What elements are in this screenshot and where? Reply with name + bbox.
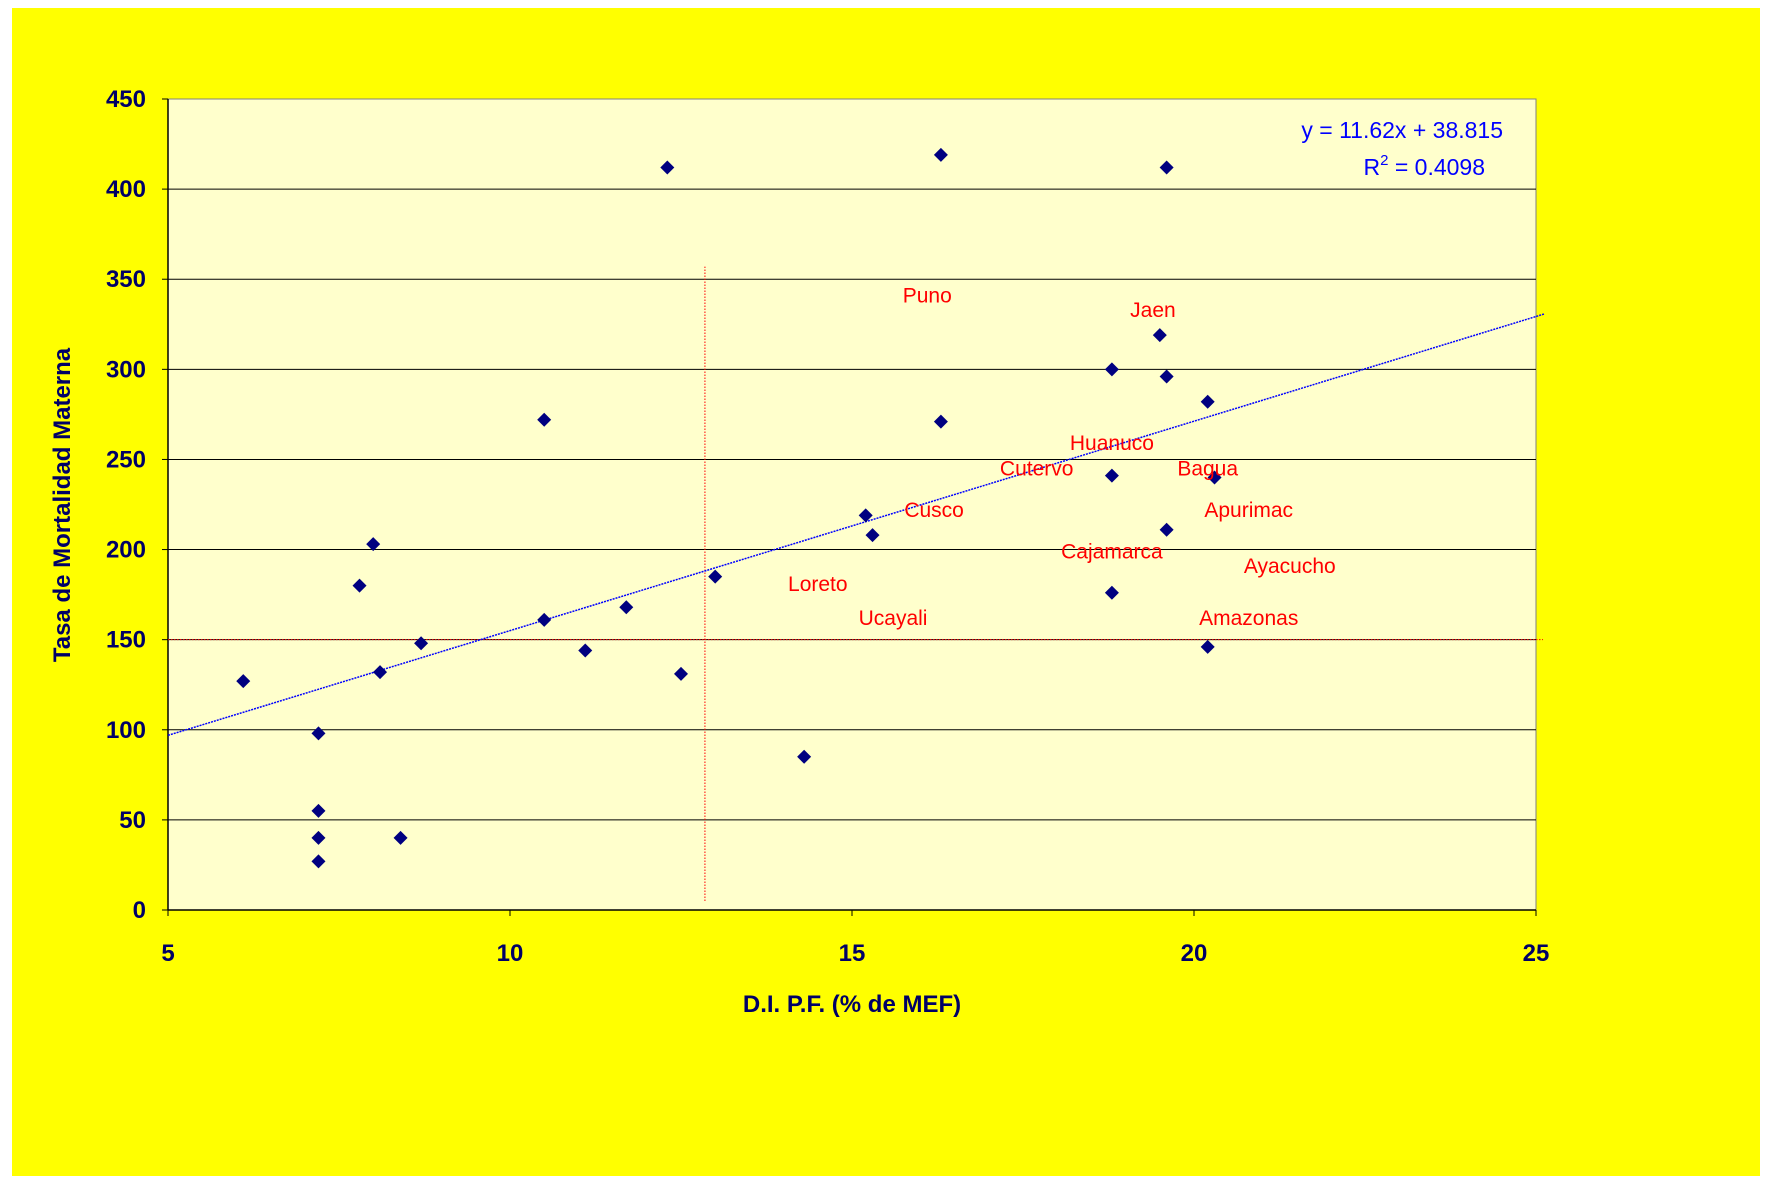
annotation-label: Huanuco — [1070, 432, 1154, 455]
x-tick-labels: 5 10 15 20 25 — [161, 940, 1549, 967]
data-point — [1200, 394, 1215, 409]
y-tick-label: 50 — [119, 807, 146, 834]
plot-area — [167, 98, 1537, 911]
data-point — [674, 666, 688, 681]
x-tick-label: 10 — [497, 940, 524, 967]
data-point — [660, 160, 675, 175]
annotation-label: Cusco — [904, 499, 964, 522]
y-tick-label: 400 — [106, 176, 146, 203]
r-squared: R2 = 0.4098 — [1363, 152, 1485, 180]
data-point — [1159, 160, 1174, 175]
data-point — [1104, 468, 1119, 483]
y-tick-label: 300 — [106, 356, 146, 383]
reference-lines — [168, 266, 1543, 901]
data-point — [352, 578, 367, 593]
data-point — [311, 726, 326, 741]
y-tick-labels: 0 50 100 150 200 250 300 350 400 450 — [106, 86, 146, 924]
r-squared-prefix: R — [1363, 154, 1380, 180]
annotation-label: Jaen — [1130, 299, 1176, 322]
data-point — [858, 508, 873, 523]
y-tick-label: 0 — [133, 897, 146, 924]
annotation-label: Cajamarca — [1061, 540, 1163, 563]
data-point — [578, 643, 593, 658]
y-tick-label: 100 — [106, 717, 146, 744]
data-point — [311, 803, 326, 818]
x-tick-label: 25 — [1523, 940, 1550, 967]
data-point — [311, 830, 326, 845]
data-point — [393, 830, 408, 845]
y-tick-label: 450 — [106, 86, 146, 113]
r-squared-sup: 2 — [1380, 152, 1388, 169]
data-point — [1104, 585, 1119, 600]
data-point — [933, 147, 948, 162]
data-point — [537, 612, 552, 627]
y-tick-label: 250 — [106, 446, 146, 473]
y-tick-label: 200 — [106, 537, 146, 564]
annotation-label: Apurimac — [1204, 499, 1293, 522]
y-tick-label: 150 — [106, 627, 146, 654]
data-point — [1159, 522, 1174, 537]
data-point — [708, 569, 723, 584]
x-tick-label: 15 — [839, 940, 866, 967]
data-point — [1200, 639, 1215, 654]
data-point — [414, 636, 429, 651]
r-squared-value: = 0.4098 — [1388, 154, 1485, 180]
data-point — [311, 854, 326, 869]
x-axis-title: D.I. P.F. (% de MEF) — [743, 991, 961, 1018]
data-point — [537, 412, 552, 427]
trendline-equation: y = 11.62x + 38.815 — [1301, 117, 1503, 143]
annotation-label: Amazonas — [1199, 607, 1298, 630]
data-point — [797, 749, 812, 764]
annotation-label: Bagua — [1177, 457, 1238, 480]
data-point — [1104, 362, 1119, 377]
annotation-label: Puno — [903, 284, 952, 307]
annotation-label: Loreto — [788, 573, 848, 596]
data-point — [1152, 328, 1167, 343]
x-tick-label: 20 — [1181, 940, 1208, 967]
data-point — [373, 665, 388, 680]
data-point — [236, 674, 251, 689]
data-point — [366, 537, 381, 552]
data-points — [236, 147, 1222, 869]
y-axis-title: Tasa de Mortalidad Materna — [49, 347, 76, 662]
data-point — [619, 600, 634, 615]
y-tick-label: 350 — [106, 266, 146, 293]
data-point — [1159, 369, 1174, 384]
annotation-label: Ucayali — [859, 607, 928, 630]
annotation-label: Ayacucho — [1244, 555, 1336, 578]
x-tick-label: 5 — [161, 940, 174, 967]
annotation-label: Cutervo — [1000, 457, 1074, 480]
data-point — [865, 528, 880, 543]
data-point — [1207, 470, 1222, 485]
data-point — [933, 414, 948, 429]
